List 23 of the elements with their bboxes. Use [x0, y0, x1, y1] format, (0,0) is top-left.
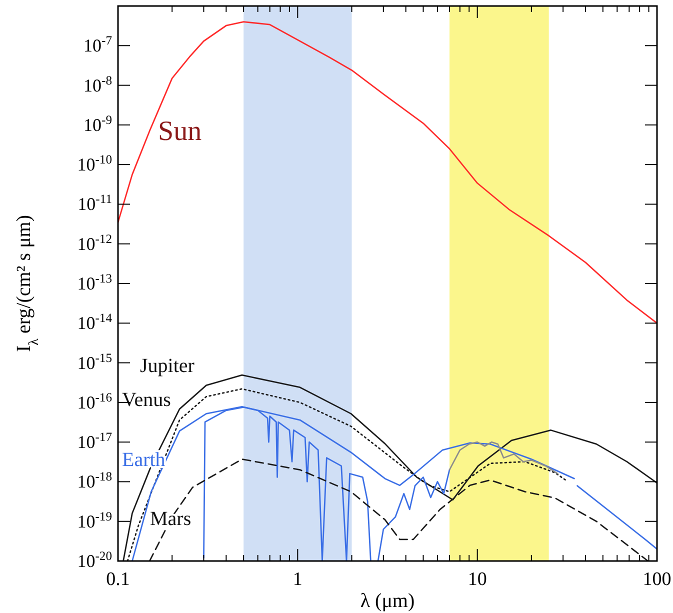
series-label: Mars: [150, 508, 192, 530]
y-tick-label: 10$^{-14}$: [77, 311, 113, 334]
x-tick-label: 100: [642, 569, 672, 590]
y-tick-label: 10$^{-17}$: [77, 430, 112, 452]
x-tick-label: 0.1: [106, 569, 130, 590]
y-tick-label: 10$^{-11}$: [78, 192, 112, 214]
y-tick-label: 10$^{-13}$: [77, 272, 112, 294]
y-tick-label: 10$^{-20}$: [77, 549, 112, 571]
series-label: Venus: [122, 389, 172, 411]
y-tick-label: 10$^{-18}$: [77, 470, 112, 492]
x-tick-label: 10: [468, 569, 487, 590]
x-axis-title: λ (μm): [360, 590, 415, 612]
y-tick-label: 10$^{-19}$: [77, 509, 112, 532]
y-tick-label: 10$^{-9}$: [84, 112, 112, 135]
y-tick-label: 10$^{-8}$: [84, 73, 112, 96]
series-label: Sun: [158, 116, 202, 147]
series-label: Jupiter: [140, 355, 195, 377]
y-tick-label: 10$^{-10}$: [77, 152, 112, 175]
y-tick-label: 10$^{-7}$: [84, 34, 112, 56]
y-tick-label: 10$^{-12}$: [77, 232, 112, 254]
y-tick-label: 10$^{-16}$: [77, 390, 112, 412]
y-tick-label: 10$^{-15}$: [77, 350, 112, 373]
x-tick-label: 1: [292, 569, 302, 590]
